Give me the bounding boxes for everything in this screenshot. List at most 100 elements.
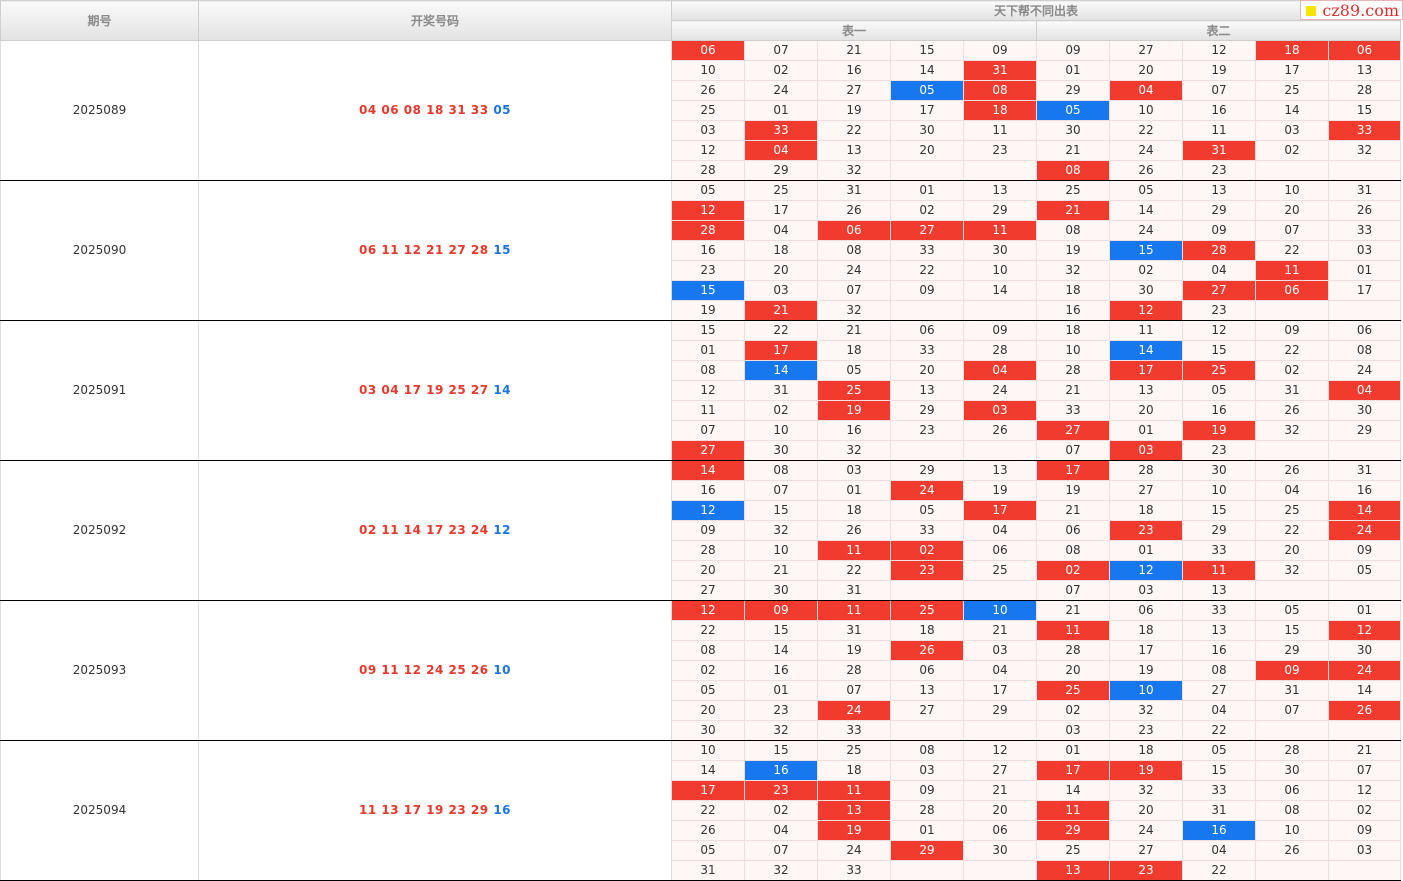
grid-cell: 04 [1109, 80, 1183, 101]
grid-cell: 14 [1255, 100, 1329, 121]
grid-cell: 03 [963, 640, 1037, 661]
red-ball-number: 06 [358, 243, 377, 257]
grid-cell: 28 [890, 800, 964, 821]
grid-cell: 19 [671, 300, 745, 321]
grid-cell: 02 [890, 540, 964, 561]
grid-cell: 06 [890, 320, 964, 341]
grid-cell: 14 [744, 640, 818, 661]
grid-cell: 15 [744, 740, 818, 761]
grid-cell: 33 [1327, 120, 1402, 141]
grid-cell: 30 [744, 440, 818, 461]
grid-cell [963, 720, 1037, 741]
grid-cell: 30 [1327, 640, 1402, 661]
grid-cell: 04 [1255, 480, 1329, 501]
grid-cell: 16 [671, 480, 745, 501]
grid-cell: 21 [817, 40, 891, 61]
grid-cell: 02 [744, 60, 818, 81]
grid-cell: 09 [1036, 40, 1110, 61]
grid-cell: 12 [671, 380, 745, 401]
grid-cell: 07 [817, 680, 891, 701]
grid-cell: 01 [1327, 260, 1402, 281]
grid-cell: 01 [1109, 540, 1183, 561]
grid-cell: 26 [1255, 460, 1329, 481]
grid-cell: 20 [1255, 540, 1329, 561]
grid-cell: 28 [1182, 240, 1256, 261]
red-ball-number: 33 [470, 103, 489, 117]
grid-cell: 23 [1182, 440, 1256, 461]
grid-cell: 11 [963, 220, 1037, 241]
grid-cell: 10 [1109, 100, 1183, 121]
blue-ball-number: 12 [493, 523, 512, 537]
grid-cell: 19 [817, 640, 891, 661]
grid-cell: 29 [1036, 80, 1110, 101]
grid-cell: 06 [890, 660, 964, 681]
grid-cell: 29 [890, 840, 964, 861]
grid-cell: 16 [671, 240, 745, 261]
grid-cell: 15 [1255, 620, 1329, 641]
grid-cell: 13 [1036, 860, 1110, 881]
grid-cell: 11 [1036, 800, 1110, 821]
grid-cell: 33 [817, 720, 891, 741]
grid-cell: 25 [1255, 80, 1329, 101]
grid-cell: 09 [1255, 660, 1329, 681]
grid-cell: 30 [963, 240, 1037, 261]
grid-cell: 02 [1255, 360, 1329, 381]
grid-cell: 27 [1182, 280, 1256, 301]
grid-cell: 19 [963, 480, 1037, 501]
grid-cell: 20 [671, 700, 745, 721]
grid-cell: 15 [1182, 760, 1256, 781]
grid-cell: 21 [1036, 380, 1110, 401]
grid-cell: 19 [1182, 420, 1256, 441]
red-ball-number: 23 [448, 803, 467, 817]
grid-cell: 21 [744, 560, 818, 581]
grid-cell: 07 [1327, 760, 1402, 781]
grid-cell: 15 [1109, 240, 1183, 261]
grid-cell: 17 [1109, 360, 1183, 381]
red-ball-number: 25 [448, 663, 467, 677]
red-ball-number: 12 [403, 663, 422, 677]
grid-cell: 23 [671, 260, 745, 281]
grid-cell: 31 [1255, 380, 1329, 401]
grid-cell: 27 [671, 440, 745, 461]
grid-cell [1255, 720, 1329, 741]
grid-cell: 08 [671, 360, 745, 381]
grid-cell: 26 [1327, 700, 1402, 721]
grid-cell: 33 [1327, 220, 1402, 241]
grid-cell: 05 [1327, 560, 1402, 581]
grid-cell: 07 [817, 280, 891, 301]
grid-cell: 18 [1109, 620, 1183, 641]
grid-cell: 09 [1255, 320, 1329, 341]
grid-cell: 01 [817, 480, 891, 501]
grid-cell: 12 [1182, 320, 1256, 341]
table-row: 26 04 19 01 06 29 24 16 10 09 [1, 820, 1402, 841]
grid-cell: 08 [1255, 800, 1329, 821]
grid-cell: 08 [671, 640, 745, 661]
grid-cell: 28 [1036, 640, 1110, 661]
grid-cell: 05 [890, 500, 964, 521]
grid-cell: 27 [671, 580, 745, 601]
grid-cell: 26 [671, 80, 745, 101]
grid-cell: 11 [1109, 320, 1183, 341]
grid-cell: 06 [1255, 780, 1329, 801]
grid-cell: 10 [1109, 680, 1183, 701]
red-ball-number: 27 [448, 243, 467, 257]
grid-cell: 22 [671, 620, 745, 641]
grid-cell: 09 [1327, 820, 1402, 841]
site-logo[interactable]: cz89.com [1300, 0, 1403, 20]
grid-cell: 29 [744, 160, 818, 181]
grid-cell: 08 [817, 240, 891, 261]
grid-cell: 15 [1327, 100, 1402, 121]
grid-cell: 17 [744, 340, 818, 361]
grid-cell: 28 [671, 160, 745, 181]
grid-cell: 01 [890, 180, 964, 201]
grid-cell: 07 [744, 840, 818, 861]
grid-cell: 13 [963, 460, 1037, 481]
red-ball-number: 24 [426, 663, 444, 677]
grid-cell: 26 [671, 820, 745, 841]
grid-cell: 33 [817, 860, 891, 881]
grid-cell: 30 [1255, 760, 1329, 781]
grid-cell: 32 [744, 720, 818, 741]
grid-cell: 19 [1109, 660, 1183, 681]
grid-cell: 22 [890, 260, 964, 281]
grid-cell: 27 [1109, 480, 1183, 501]
